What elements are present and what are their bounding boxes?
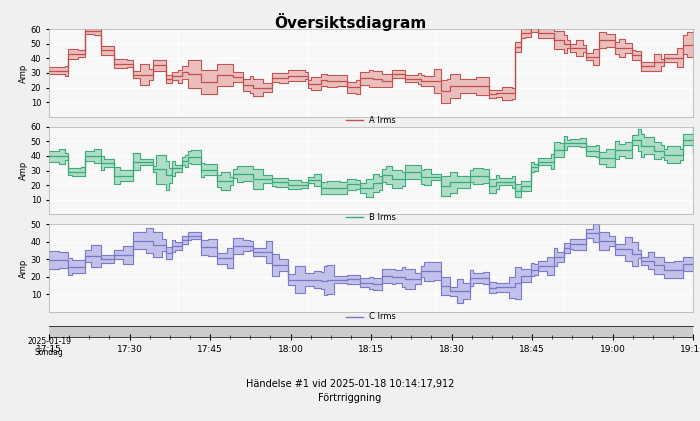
Legend: A Irms: A Irms xyxy=(342,112,400,128)
Y-axis label: Amp: Amp xyxy=(19,161,28,180)
Text: 2025-01-19
Söndag: 2025-01-19 Söndag xyxy=(27,337,71,357)
Y-axis label: Amp: Amp xyxy=(19,258,28,277)
Legend: B Irms: B Irms xyxy=(342,210,400,226)
Y-axis label: Amp: Amp xyxy=(19,64,28,83)
Text: Översiktsdiagram: Översiktsdiagram xyxy=(274,13,426,31)
Legend: C Irms: C Irms xyxy=(342,309,400,325)
Text: Händelse #1 vid 2025-01-18 10:14:17,912
Förtrriggning: Händelse #1 vid 2025-01-18 10:14:17,912 … xyxy=(246,379,454,403)
